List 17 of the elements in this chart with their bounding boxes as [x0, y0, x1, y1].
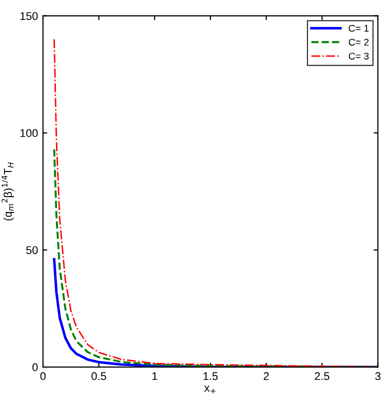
x-tick-label: 3 — [375, 372, 380, 380]
legend-label: C= 3 — [348, 52, 369, 60]
x-tick-label: 0.5 — [92, 372, 106, 380]
legend-label: C= 1 — [348, 24, 369, 32]
y-axis-title: (q$_{m}$$^{2}$β)$^{1/4}$T$_{H}$ — [2, 162, 14, 220]
y-tick-label: 0 — [32, 363, 38, 372]
line-series — [53, 148, 378, 368]
x-tick-label: 0 — [40, 372, 46, 380]
x-tick-label: 1 — [152, 372, 158, 380]
y-tick-label: 100 — [20, 129, 38, 138]
legend-label: C= 2 — [348, 38, 369, 46]
y-tick-label: 150 — [20, 12, 38, 20]
x-tick-label: 1.5 — [204, 372, 218, 380]
x-tick-label: 2 — [264, 372, 269, 380]
x-tick-label: 2.5 — [314, 372, 330, 380]
x-axis-title: x$_{+}$ — [204, 386, 216, 394]
y-tick-label: 50 — [26, 246, 38, 254]
